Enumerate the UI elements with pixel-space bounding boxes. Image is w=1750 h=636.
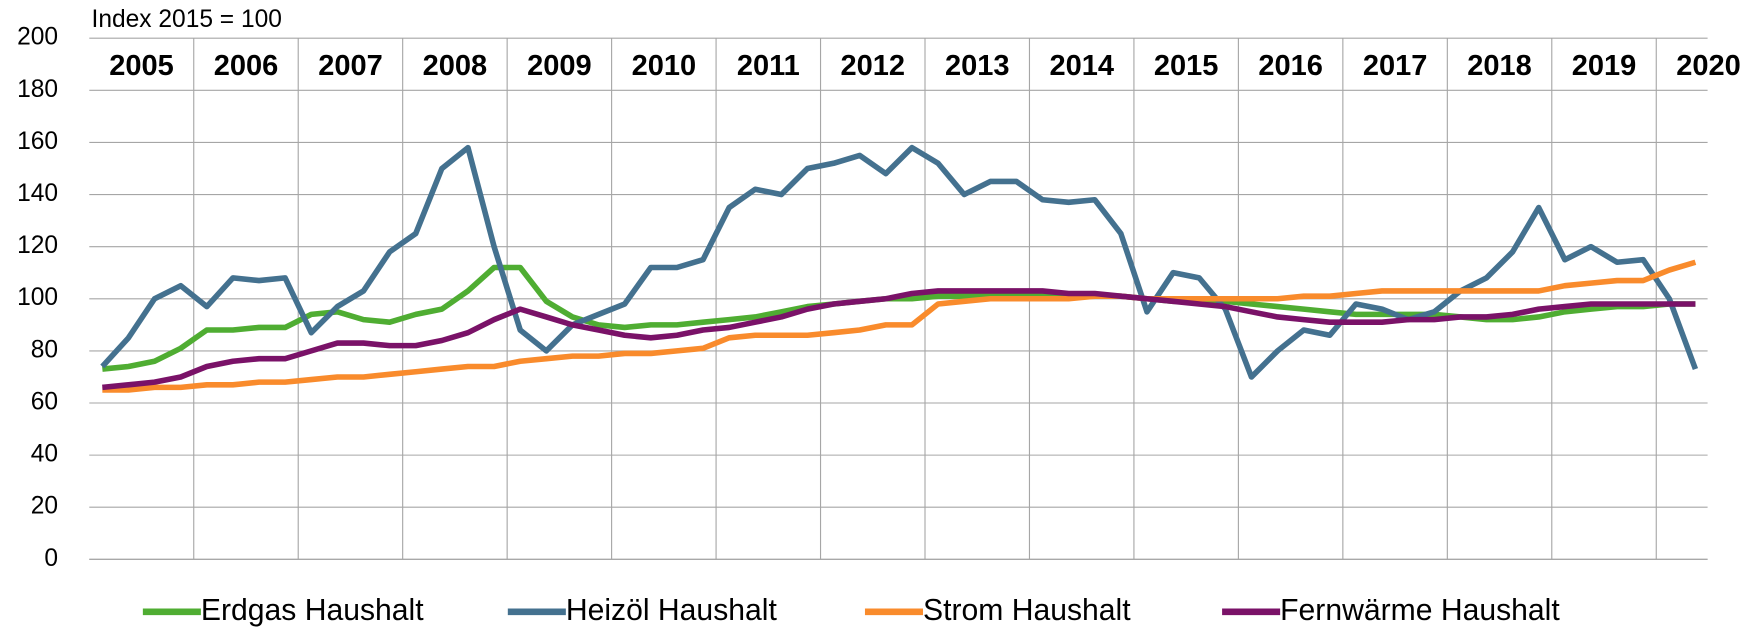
series-line [100, 144, 1699, 380]
y-tick-label: 200 [17, 24, 58, 51]
y-tick-label: 20 [31, 493, 58, 520]
legend-label: Heizöl Haushalt [566, 594, 778, 627]
year-label: 2018 [1467, 50, 1532, 82]
year-label: 2010 [632, 50, 697, 82]
year-label: 2013 [945, 50, 1010, 82]
y-tick-label: 160 [17, 128, 58, 155]
year-label: 2009 [527, 50, 592, 82]
year-label: 2017 [1363, 50, 1428, 82]
y-tick-label: 80 [31, 336, 58, 363]
y-tick-label: 40 [31, 441, 58, 468]
year-label: 2011 [737, 50, 800, 82]
y-axis-label: Index 2015 = 100 [92, 6, 282, 33]
year-label: 2014 [1049, 50, 1114, 82]
y-tick-label: 0 [44, 545, 58, 572]
year-label: 2008 [423, 50, 488, 82]
y-tick-label: 120 [17, 232, 58, 259]
series-line [102, 259, 1697, 393]
year-label: 2019 [1572, 50, 1637, 82]
year-label: 2016 [1258, 50, 1323, 82]
y-tick-label: 60 [31, 388, 58, 415]
year-label: 2006 [214, 50, 279, 82]
year-label: 2005 [109, 50, 174, 82]
legend-label: Strom Haushalt [923, 594, 1131, 627]
series-line [102, 288, 1696, 391]
year-label: 2007 [318, 50, 383, 82]
year-label: 2015 [1154, 50, 1219, 82]
legend-label: Fernwärme Haushalt [1280, 594, 1560, 627]
year-label: 2020 [1676, 50, 1741, 82]
y-tick-label: 100 [17, 284, 58, 311]
y-tick-label: 140 [17, 180, 58, 207]
y-tick-label: 180 [17, 76, 58, 103]
legend-label: Erdgas Haushalt [201, 594, 424, 627]
year-label: 2012 [841, 50, 906, 82]
